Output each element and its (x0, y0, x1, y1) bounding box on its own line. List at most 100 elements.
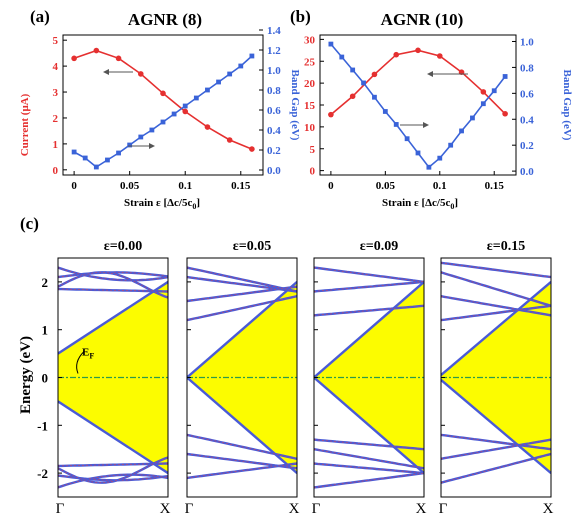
band-line (187, 280, 297, 379)
panel-c-ytick-label: 2 (42, 275, 49, 290)
panel-a-title: AGNR (8) (128, 10, 202, 29)
panel-a-band-gap-point (127, 142, 133, 148)
panel-a-series (71, 47, 255, 170)
panel-a-xlabel: Strain ε [Δc/5c0] (124, 197, 200, 211)
band-line (314, 280, 424, 379)
band-line-core (58, 475, 168, 481)
panel-a-ylabel-right: Band Gap (eV) (289, 70, 301, 141)
band-panel-title: ε=0.09 (360, 239, 398, 254)
panel-a-band-gap-line (73, 55, 253, 168)
panel-b-xtick-label: 0.05 (376, 180, 396, 192)
panel-a-band-gap-point (160, 119, 166, 125)
band-line-core (314, 305, 424, 316)
kpoint-gamma-label: Γ (312, 501, 321, 517)
band-panel-0: ε=0.00Γ XEF (56, 239, 171, 517)
band-line-core (187, 295, 297, 321)
panel-a-current-point (226, 137, 233, 143)
band-line-core (441, 262, 551, 278)
band-panel-title: ε=0.05 (233, 239, 271, 254)
panel-a-current-point (249, 146, 255, 152)
band-panel-content (441, 261, 551, 484)
panel-a-band-gap-point (227, 71, 233, 77)
panel-a-y2tick-label: 1.4 (267, 25, 281, 37)
panel-b-xlabel: Strain ε [Δc/5c0] (382, 197, 458, 211)
panel-a-band-gap-point (193, 95, 199, 101)
panel-b-band-gap-point (437, 155, 443, 161)
panel-a-current-point (182, 108, 189, 115)
panel-b-band-gap-point (415, 150, 421, 156)
kpoint-gamma-label: Γ (439, 501, 448, 517)
panel-b-y2tick-label: 0.4 (520, 114, 534, 126)
panel-c-ytick-label: 1 (42, 323, 49, 338)
panel-a-y2tick-label: 0.4 (267, 125, 281, 137)
panel-b-xtick-label: 0.1 (433, 180, 447, 192)
band-line (314, 376, 424, 475)
panel-a-ytick-label: 3 (53, 87, 59, 99)
panel-b-current-point (480, 89, 487, 95)
band-line-core (58, 474, 168, 488)
panel-a-current-point (204, 124, 211, 130)
band-line-core (314, 267, 424, 283)
band-line-core (58, 271, 168, 278)
panel-b-y2tick-label: 0.6 (520, 88, 534, 100)
band-panel-1: ε=0.05 Γ X (185, 239, 300, 517)
kpoint-x-label: X (160, 501, 171, 517)
panel-b-y2tick-label: 0.0 (520, 166, 534, 178)
panel-a-ylabel-left: Current (μA) (19, 93, 31, 156)
band-line-core (314, 439, 424, 450)
panel-a-letter: (a) (30, 7, 50, 26)
panel-c-yticks: 2 1 0 -1 -2 (37, 275, 48, 481)
panel-a-xtick-label: 0.1 (178, 180, 192, 192)
panel-b-band-gap-point (393, 122, 399, 127)
panel-b-ytick-label: 25 (304, 56, 316, 68)
panel-b-band-gap-point (459, 128, 464, 134)
kpoint-x-label: X (289, 501, 300, 517)
panel-a-y2tick-label: 0.6 (267, 105, 281, 117)
panel-b-band-gap-point (382, 109, 388, 114)
kpoint-x-label: X (543, 501, 554, 517)
panel-b-current-point (328, 111, 334, 118)
panel-a-band-gap-point (171, 111, 177, 117)
panel-a-band-gap-point (82, 155, 88, 161)
panel-b-ytick-label: 30 (304, 34, 316, 46)
panel-b-band-gap-point (448, 142, 454, 148)
band-line-core (187, 267, 297, 292)
panel-a-xtick-label: 0 (71, 180, 77, 192)
panel-b-ytick-label: 20 (304, 78, 316, 90)
band-line (441, 280, 551, 377)
band-line-core (58, 457, 168, 484)
panel-b-ylabel-right: Band Gap (eV) (561, 70, 572, 141)
panel-b-ytick-label: 15 (304, 100, 316, 112)
panel-b-band-gap-point (339, 54, 345, 60)
panel-b-band-gap-point (502, 74, 508, 79)
panel-b-current-point (349, 93, 356, 100)
panel-a-current-line (73, 49, 253, 150)
panel-a-ticks: 0 0.05 0.1 0.15 0 1 2 3 4 5 0.0 0.2 0.4 0.6 0.8 1.0 1.2 1… (53, 25, 282, 192)
panel-a-y2tick-label: 1.0 (267, 65, 281, 77)
panel-c-ytick-label: 0 (42, 371, 49, 386)
panel-a-y2tick-label: 0.0 (267, 165, 281, 177)
panel-b-title: AGNR (10) (381, 10, 464, 29)
panel-b-current-point (502, 110, 508, 117)
panel-a-band-gap-point (93, 164, 99, 170)
panel-a: (a) AGNR (8) 0 0.05 0.1 0.15 0 1 2 3 4 5 0.0 0.2 0.4… (19, 7, 301, 211)
panel-b-band-gap-point (404, 136, 410, 142)
band-line-core (58, 271, 168, 298)
panel-b-y2tick-label: 0.2 (520, 140, 534, 152)
panel-c-ylabel: Energy (eV) (18, 336, 34, 414)
panel-a-xtick-label: 0.15 (231, 180, 251, 192)
band-line-core (441, 305, 551, 321)
panel-b-xtick-label: 0 (328, 180, 334, 192)
band-line-core (314, 463, 424, 474)
fermi-level-arrow (76, 351, 85, 374)
panel-a-current-point (115, 55, 122, 62)
panel-b-current-point (436, 53, 443, 59)
band-line (187, 376, 297, 475)
band-line-core (441, 439, 551, 460)
panel-c: (c) Energy (eV) 210-1-2 ε=0.00Γ XEFε=0.05… (18, 214, 554, 517)
panel-b-band-gap-point (361, 80, 366, 86)
panel-b-band-gap-point (491, 88, 497, 94)
panel-b-y2tick-label: 1.0 (520, 36, 534, 48)
band-line-core (314, 448, 424, 469)
panel-b-band-gap-point (480, 101, 486, 107)
